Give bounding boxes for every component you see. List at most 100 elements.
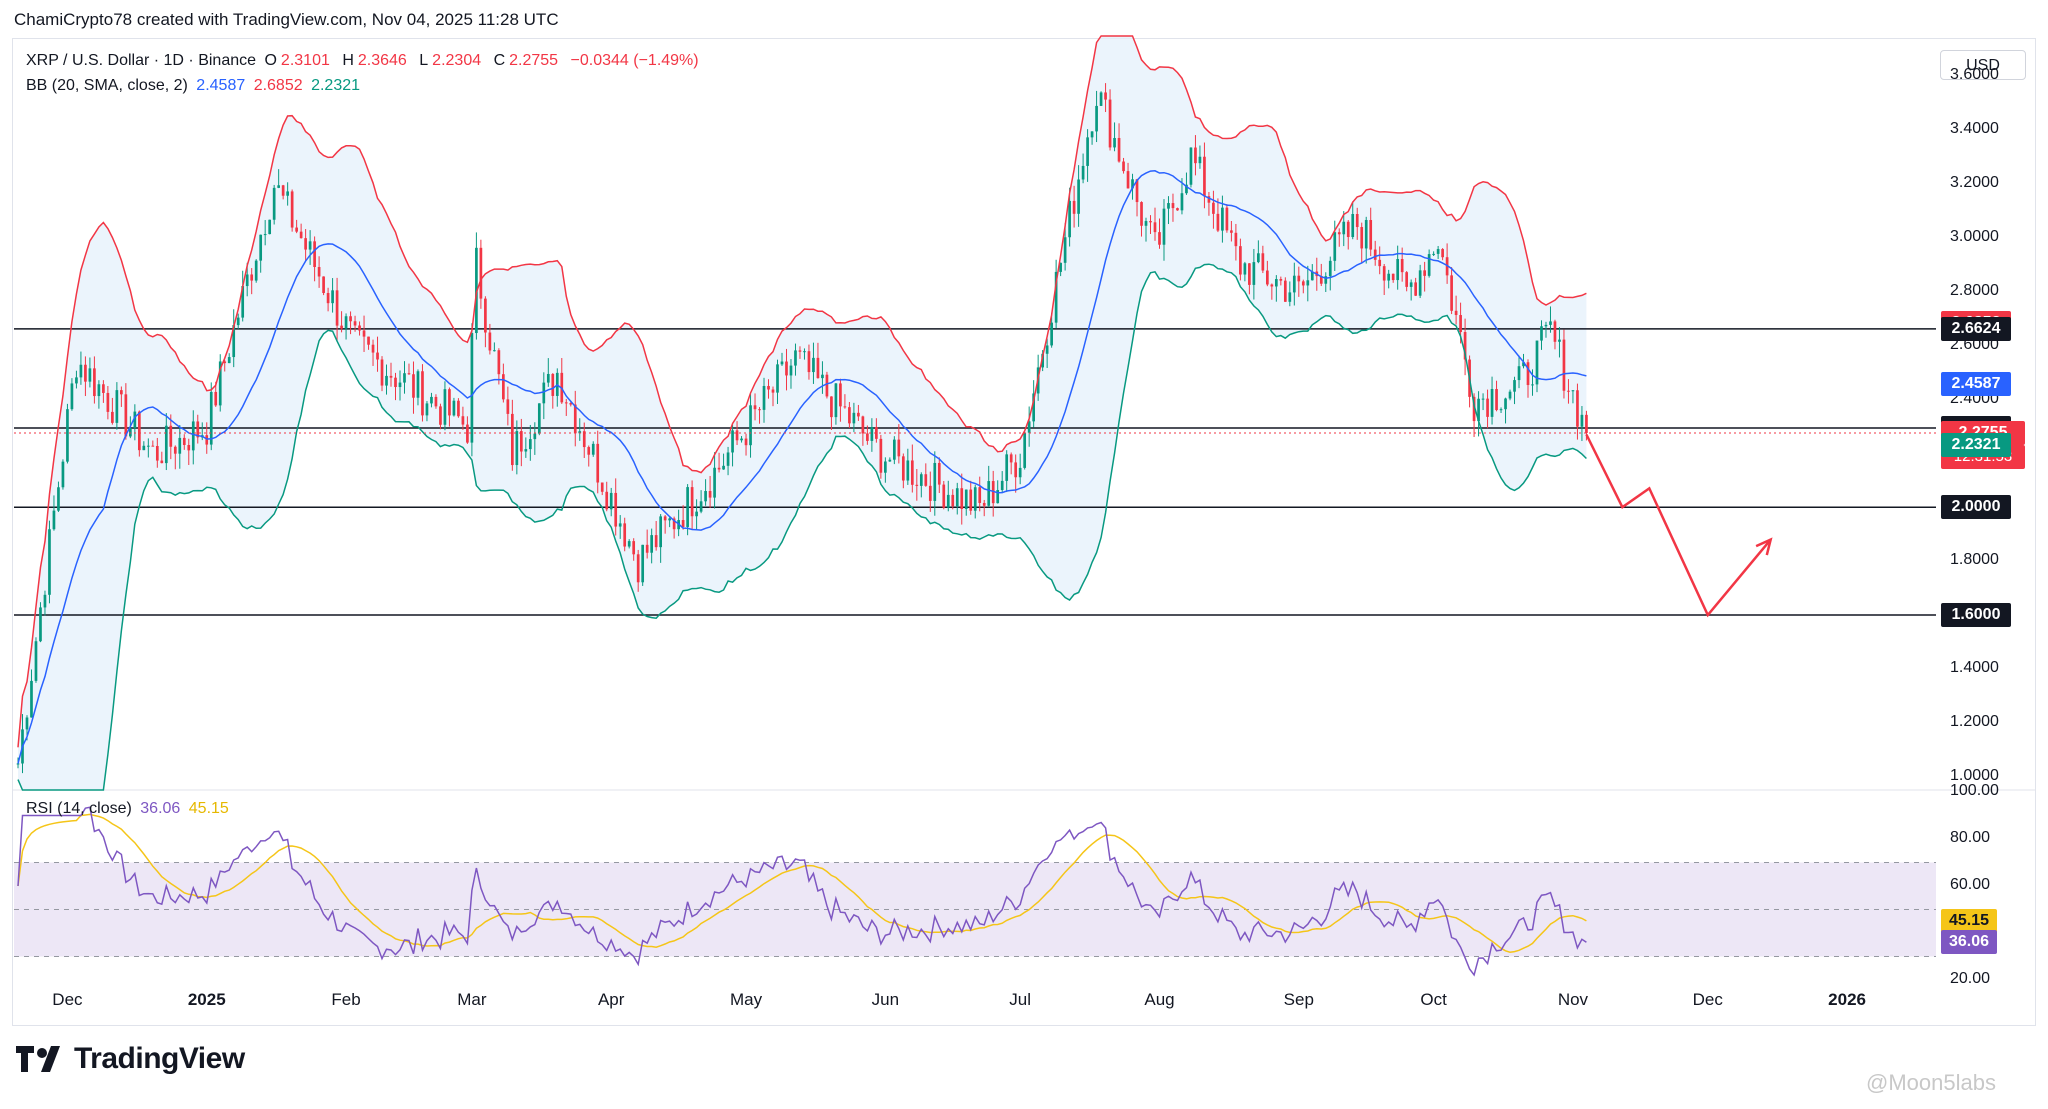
price-legend: XRP / U.S. Dollar · 1D · Binance O 2.3101… [26, 52, 703, 70]
candle-body [785, 361, 788, 376]
tradingview-brand: TradingView [16, 1042, 245, 1076]
candle-body [1571, 390, 1575, 392]
candle-body [137, 411, 141, 451]
candle-body [421, 371, 424, 416]
candle-body [928, 485, 932, 501]
candle-body [1346, 221, 1350, 238]
candle-body [672, 518, 676, 530]
price-axis-label: 3.2000 [1950, 174, 1999, 192]
candle-body [807, 351, 811, 373]
candle-body [412, 374, 415, 398]
candle-body [937, 462, 941, 485]
price-badge: 2.2321 [1941, 432, 2011, 457]
candle-body [461, 416, 465, 425]
candle-body [1531, 384, 1534, 386]
candle-body [1153, 222, 1157, 233]
candle-body [169, 425, 173, 447]
candle-body [52, 510, 56, 530]
candle-body [317, 267, 321, 277]
candle-body [146, 445, 150, 447]
candle-body [668, 518, 671, 521]
candle-body [1113, 137, 1116, 148]
time-axis-label: Aug [1144, 990, 1175, 1009]
candle-body [659, 516, 662, 548]
candle-body [596, 443, 600, 483]
candle-body [1517, 366, 1521, 381]
candle-body [830, 396, 833, 418]
rsi-line [17, 806, 1587, 977]
currency-button[interactable]: USD [1940, 50, 2026, 80]
rsi-value: 36.06 [140, 800, 181, 817]
candle-body [439, 406, 442, 425]
candle-body [259, 234, 263, 261]
candle-body [493, 350, 496, 352]
candle-body [870, 426, 874, 441]
candle-body [16, 763, 20, 765]
candle-body [115, 390, 119, 423]
candle-body [1207, 196, 1211, 203]
candle-body [1423, 270, 1426, 276]
bb-basis-value: 2.4587 [196, 77, 246, 94]
rsi-legend[interactable]: RSI (14, close) 36.06 45.15 [26, 800, 233, 818]
time-axis-label: Apr [597, 990, 625, 1009]
rsi-ma-line [17, 813, 1587, 953]
candle-body [1158, 232, 1161, 245]
candle-body [1301, 281, 1305, 286]
candle-body [708, 491, 712, 498]
candle-body [218, 361, 222, 406]
bb-lower-line [17, 263, 1587, 791]
candle-body [1068, 200, 1071, 238]
candle-body [322, 276, 325, 294]
candle-body [111, 411, 114, 423]
candle-body [973, 487, 977, 511]
candle-body [1108, 99, 1112, 148]
candle-body [308, 241, 312, 250]
candle-body [457, 400, 460, 417]
candle-body [335, 290, 339, 326]
time-axis-label: Nov [1557, 990, 1589, 1009]
candle-body [901, 456, 905, 481]
candle-body [1176, 208, 1179, 211]
bb-label: BB (20, SMA, close, 2) [26, 77, 188, 94]
candle-body [978, 487, 982, 503]
candle-body [551, 373, 555, 396]
candle-body [699, 501, 703, 512]
candle-body [1324, 276, 1328, 284]
candle-body [825, 374, 829, 397]
candle-body [1540, 326, 1543, 341]
candle-body [1014, 462, 1018, 478]
candle-body [749, 405, 752, 446]
candle-body [879, 438, 883, 473]
candle-body [1140, 202, 1143, 226]
bb-legend[interactable]: BB (20, SMA, close, 2) 2.4587 2.6852 2.2… [26, 77, 364, 95]
candle-body [102, 384, 105, 393]
candle-body [290, 191, 294, 228]
candle-body [178, 437, 182, 454]
candle-body [88, 368, 92, 382]
candle-body [403, 373, 406, 383]
time-axis-label: May [729, 990, 763, 1009]
rsi-axis-label: 20.00 [1950, 970, 1991, 987]
candle-body [542, 382, 546, 404]
candle-body [528, 439, 532, 450]
candle-body [771, 389, 775, 393]
candle-body [1050, 322, 1053, 346]
candle-body [866, 433, 869, 441]
candle-body [1337, 232, 1341, 235]
candle-body [1041, 353, 1044, 368]
candle-body [1180, 193, 1184, 211]
candle-body [1432, 253, 1435, 255]
candle-body [1549, 321, 1552, 325]
price-badge: 1.6000 [1941, 602, 2011, 627]
candle-body [1360, 227, 1364, 249]
candle-body [852, 412, 856, 424]
candle-body [1252, 262, 1256, 285]
candle-body [1131, 179, 1134, 189]
candle-body [326, 293, 330, 304]
candle-body [1369, 220, 1373, 250]
candle-body [371, 344, 375, 353]
candle-body [97, 384, 101, 397]
candle-body [39, 607, 42, 642]
candle-body [232, 325, 236, 358]
